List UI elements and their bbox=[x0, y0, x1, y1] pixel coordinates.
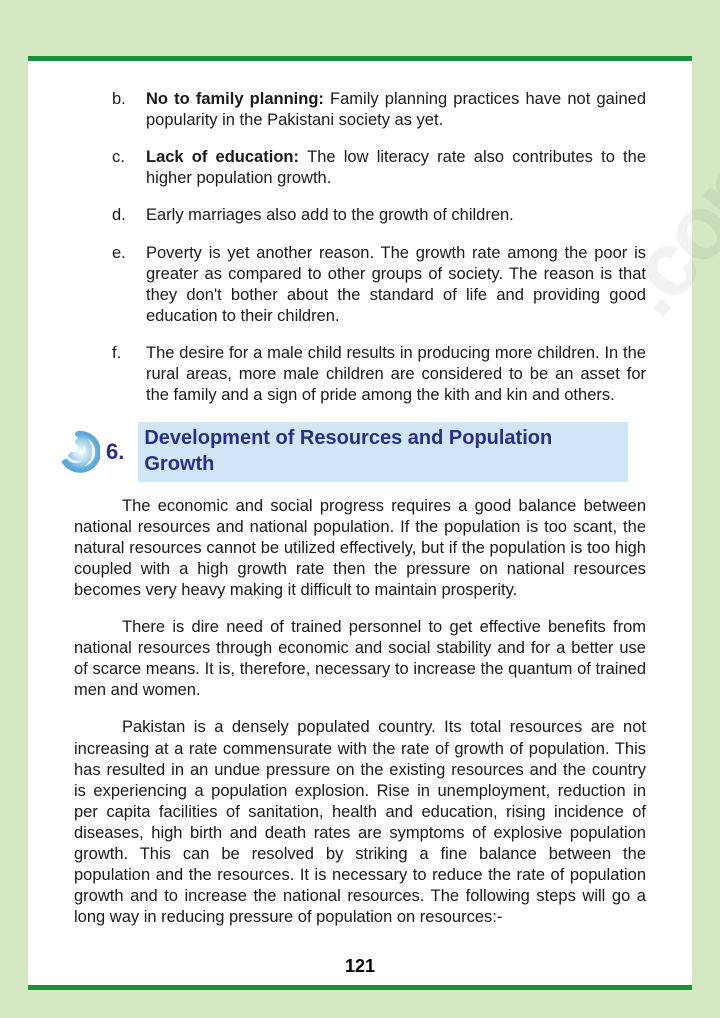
item-marker: f. bbox=[74, 343, 146, 406]
paragraph: There is dire need of trained personnel … bbox=[74, 617, 646, 701]
list-item: b. No to family planning: Family plannin… bbox=[74, 89, 646, 131]
heading-number: 6. bbox=[106, 438, 124, 466]
item-text: Poverty is yet another reason. The growt… bbox=[146, 244, 646, 325]
item-text: The desire for a male child results in p… bbox=[146, 344, 646, 404]
item-body: Poverty is yet another reason. The growt… bbox=[146, 243, 646, 327]
item-body: Lack of education: The low literacy rate… bbox=[146, 147, 646, 189]
list-item: c. Lack of education: The low literacy r… bbox=[74, 147, 646, 189]
item-body: Early marriages also add to the growth o… bbox=[146, 205, 646, 226]
list-item: e. Poverty is yet another reason. The gr… bbox=[74, 243, 646, 327]
paragraph: The economic and social progress require… bbox=[74, 496, 646, 602]
heading-title: Development of Resources and Population … bbox=[138, 422, 628, 481]
item-marker: d. bbox=[74, 205, 146, 226]
item-marker: c. bbox=[74, 147, 146, 189]
page-number: 121 bbox=[28, 956, 692, 977]
page-container: .com b. No to family planning: Family pl… bbox=[28, 56, 692, 990]
item-text: Early marriages also add to the growth o… bbox=[146, 206, 514, 224]
item-marker: b. bbox=[74, 89, 146, 131]
item-body: The desire for a male child results in p… bbox=[146, 343, 646, 406]
content-area: b. No to family planning: Family plannin… bbox=[74, 89, 646, 929]
swirl-icon bbox=[56, 430, 100, 474]
list-item: f. The desire for a male child results i… bbox=[74, 343, 646, 406]
item-bold: No to family planning: bbox=[146, 90, 330, 108]
list-item: d. Early marriages also add to the growt… bbox=[74, 205, 646, 226]
item-bold: Lack of education: bbox=[146, 148, 307, 166]
item-marker: e. bbox=[74, 243, 146, 327]
section-heading: 6. Development of Resources and Populati… bbox=[56, 422, 646, 481]
item-body: No to family planning: Family planning p… bbox=[146, 89, 646, 131]
paragraph: Pakistan is a densely populated country.… bbox=[74, 717, 646, 928]
